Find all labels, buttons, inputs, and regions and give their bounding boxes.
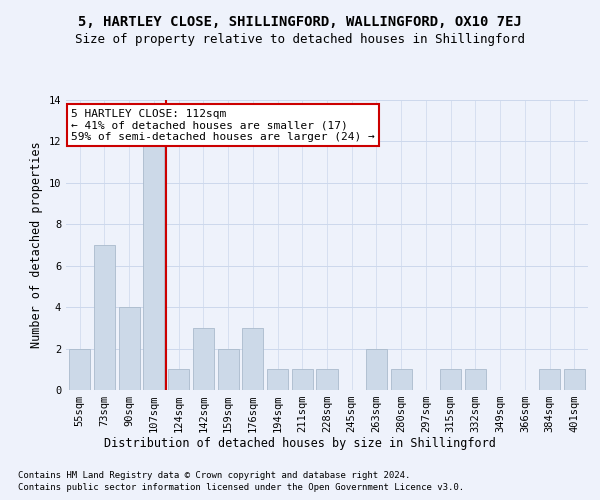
Bar	[242, 328, 263, 390]
Bar	[218, 348, 239, 390]
Bar	[69, 348, 90, 390]
Text: Distribution of detached houses by size in Shillingford: Distribution of detached houses by size …	[104, 438, 496, 450]
Bar	[119, 307, 140, 390]
Bar	[267, 370, 288, 390]
Bar	[440, 370, 461, 390]
Bar	[193, 328, 214, 390]
Text: Contains HM Land Registry data © Crown copyright and database right 2024.: Contains HM Land Registry data © Crown c…	[18, 471, 410, 480]
Bar	[168, 370, 189, 390]
Bar	[143, 142, 164, 390]
Bar	[94, 245, 115, 390]
Text: 5 HARTLEY CLOSE: 112sqm
← 41% of detached houses are smaller (17)
59% of semi-de: 5 HARTLEY CLOSE: 112sqm ← 41% of detache…	[71, 108, 375, 142]
Y-axis label: Number of detached properties: Number of detached properties	[30, 142, 43, 348]
Text: Size of property relative to detached houses in Shillingford: Size of property relative to detached ho…	[75, 32, 525, 46]
Bar	[366, 348, 387, 390]
Bar	[316, 370, 338, 390]
Text: Contains public sector information licensed under the Open Government Licence v3: Contains public sector information licen…	[18, 484, 464, 492]
Bar	[564, 370, 585, 390]
Bar	[539, 370, 560, 390]
Bar	[465, 370, 486, 390]
Bar	[391, 370, 412, 390]
Text: 5, HARTLEY CLOSE, SHILLINGFORD, WALLINGFORD, OX10 7EJ: 5, HARTLEY CLOSE, SHILLINGFORD, WALLINGF…	[78, 15, 522, 29]
Bar	[292, 370, 313, 390]
